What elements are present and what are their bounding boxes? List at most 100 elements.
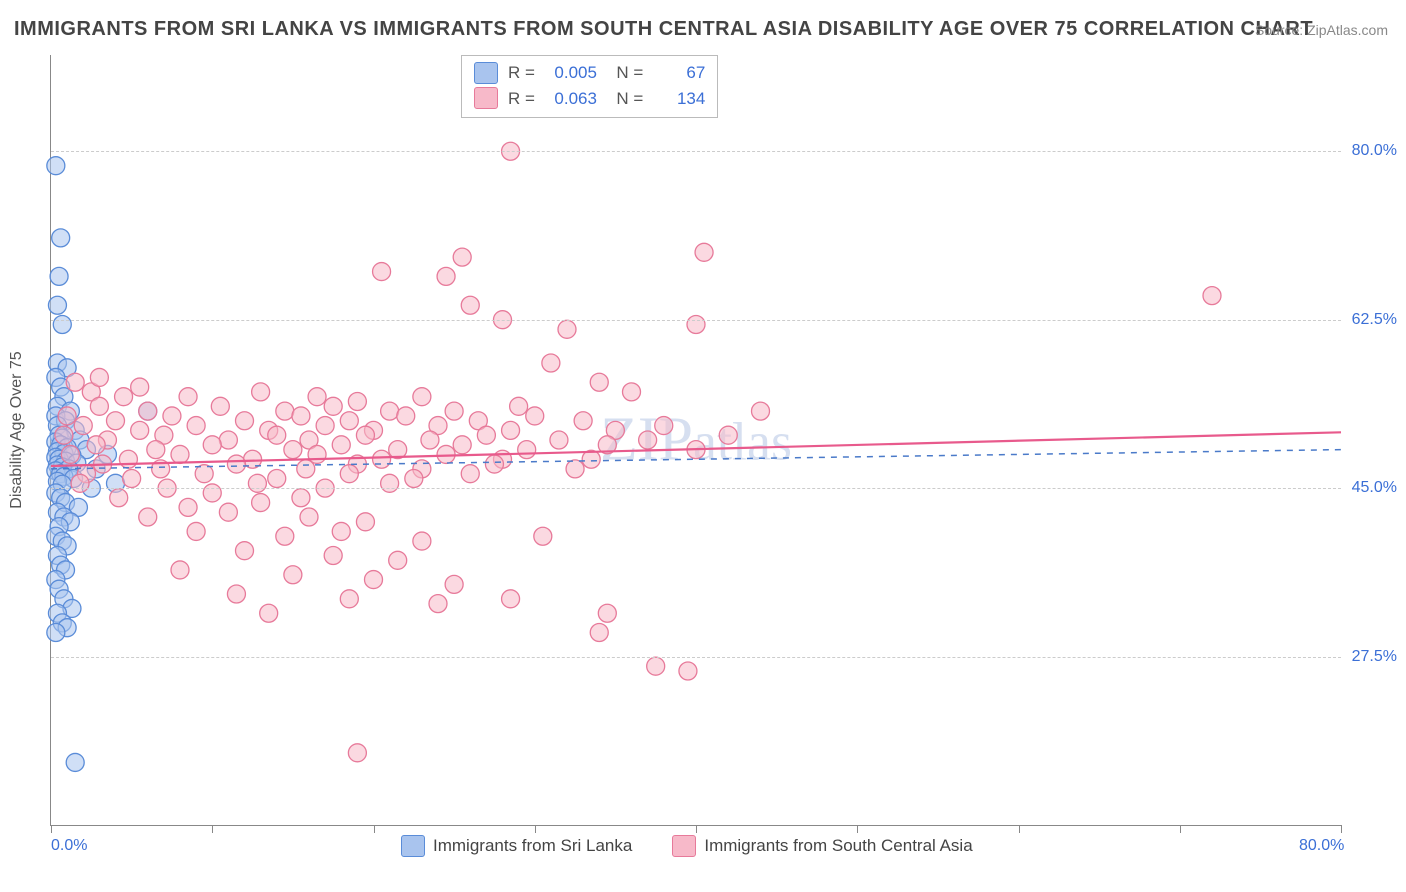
y-tick-label: 62.5% <box>1352 311 1397 329</box>
scatter-point <box>115 388 133 406</box>
scatter-point <box>429 595 447 613</box>
scatter-point <box>356 513 374 531</box>
x-tick <box>51 825 52 833</box>
scatter-point <box>639 431 657 449</box>
scatter-point <box>397 407 415 425</box>
stat-r-value-2: 0.063 <box>545 86 597 112</box>
x-tick <box>857 825 858 833</box>
scatter-point <box>139 402 157 420</box>
stat-n-label: N = <box>607 86 643 112</box>
scatter-svg <box>51 55 1341 825</box>
x-tick <box>1341 825 1342 833</box>
scatter-point <box>558 320 576 338</box>
scatter-point <box>187 522 205 540</box>
legend-label-2: Immigrants from South Central Asia <box>704 836 972 856</box>
scatter-point <box>534 527 552 545</box>
plot-area: ZIPatlas R = 0.005 N = 67 R = 0.063 N = … <box>50 55 1341 826</box>
scatter-point <box>47 157 65 175</box>
scatter-point <box>55 426 73 444</box>
y-tick-label: 27.5% <box>1352 648 1397 666</box>
scatter-point <box>679 662 697 680</box>
scatter-point <box>119 450 137 468</box>
scatter-point <box>90 368 108 386</box>
scatter-point <box>179 498 197 516</box>
scatter-point <box>340 465 358 483</box>
scatter-point <box>752 402 770 420</box>
scatter-point <box>687 316 705 334</box>
scatter-point <box>405 470 423 488</box>
scatter-point <box>236 412 254 430</box>
scatter-point <box>48 296 66 314</box>
scatter-point <box>598 604 616 622</box>
scatter-point <box>453 248 471 266</box>
scatter-point <box>107 412 125 430</box>
scatter-point <box>413 532 431 550</box>
chart-title: IMMIGRANTS FROM SRI LANKA VS IMMIGRANTS … <box>14 18 1313 41</box>
scatter-point <box>211 397 229 415</box>
scatter-point <box>1203 287 1221 305</box>
scatter-point <box>276 402 294 420</box>
scatter-point <box>300 508 318 526</box>
scatter-point <box>74 417 92 435</box>
scatter-point <box>90 397 108 415</box>
scatter-point <box>695 243 713 261</box>
bottom-legend: Immigrants from Sri Lanka Immigrants fro… <box>401 835 973 857</box>
scatter-point <box>655 417 673 435</box>
trend-line <box>51 432 1341 466</box>
scatter-point <box>502 590 520 608</box>
scatter-point <box>324 397 342 415</box>
scatter-point <box>590 373 608 391</box>
scatter-point <box>477 426 495 444</box>
scatter-point <box>203 436 221 454</box>
scatter-point <box>123 470 141 488</box>
scatter-point <box>485 455 503 473</box>
scatter-point <box>292 407 310 425</box>
scatter-point <box>566 460 584 478</box>
scatter-point <box>284 566 302 584</box>
scatter-point <box>171 445 189 463</box>
stat-r-label: R = <box>508 86 535 112</box>
scatter-point <box>139 508 157 526</box>
stat-r-label: R = <box>508 60 535 86</box>
scatter-point <box>324 547 342 565</box>
scatter-point <box>719 426 737 444</box>
scatter-point <box>518 441 536 459</box>
scatter-point <box>227 455 245 473</box>
scatter-point <box>381 474 399 492</box>
scatter-point <box>292 489 310 507</box>
scatter-point <box>647 657 665 675</box>
scatter-point <box>47 624 65 642</box>
scatter-point <box>58 407 76 425</box>
y-tick-label: 45.0% <box>1352 479 1397 497</box>
swatch-series1 <box>474 62 498 84</box>
gridline <box>51 488 1341 489</box>
scatter-point <box>445 402 463 420</box>
legend-swatch-1 <box>401 835 425 857</box>
scatter-point <box>461 465 479 483</box>
scatter-point <box>542 354 560 372</box>
x-tick <box>374 825 375 833</box>
scatter-point <box>413 388 431 406</box>
gridline <box>51 320 1341 321</box>
scatter-point <box>574 412 592 430</box>
scatter-point <box>219 431 237 449</box>
scatter-point <box>348 744 366 762</box>
scatter-point <box>179 388 197 406</box>
scatter-point <box>147 441 165 459</box>
x-tick <box>1019 825 1020 833</box>
legend-label-1: Immigrants from Sri Lanka <box>433 836 632 856</box>
scatter-point <box>268 426 286 444</box>
scatter-point <box>297 460 315 478</box>
scatter-point <box>276 527 294 545</box>
x-tick-label: 80.0% <box>1299 837 1344 855</box>
scatter-point <box>623 383 641 401</box>
scatter-point <box>50 267 68 285</box>
scatter-point <box>71 474 89 492</box>
scatter-point <box>453 436 471 454</box>
scatter-point <box>52 229 70 247</box>
scatter-point <box>252 494 270 512</box>
scatter-point <box>526 407 544 425</box>
scatter-point <box>110 489 128 507</box>
scatter-point <box>365 571 383 589</box>
scatter-point <box>502 421 520 439</box>
